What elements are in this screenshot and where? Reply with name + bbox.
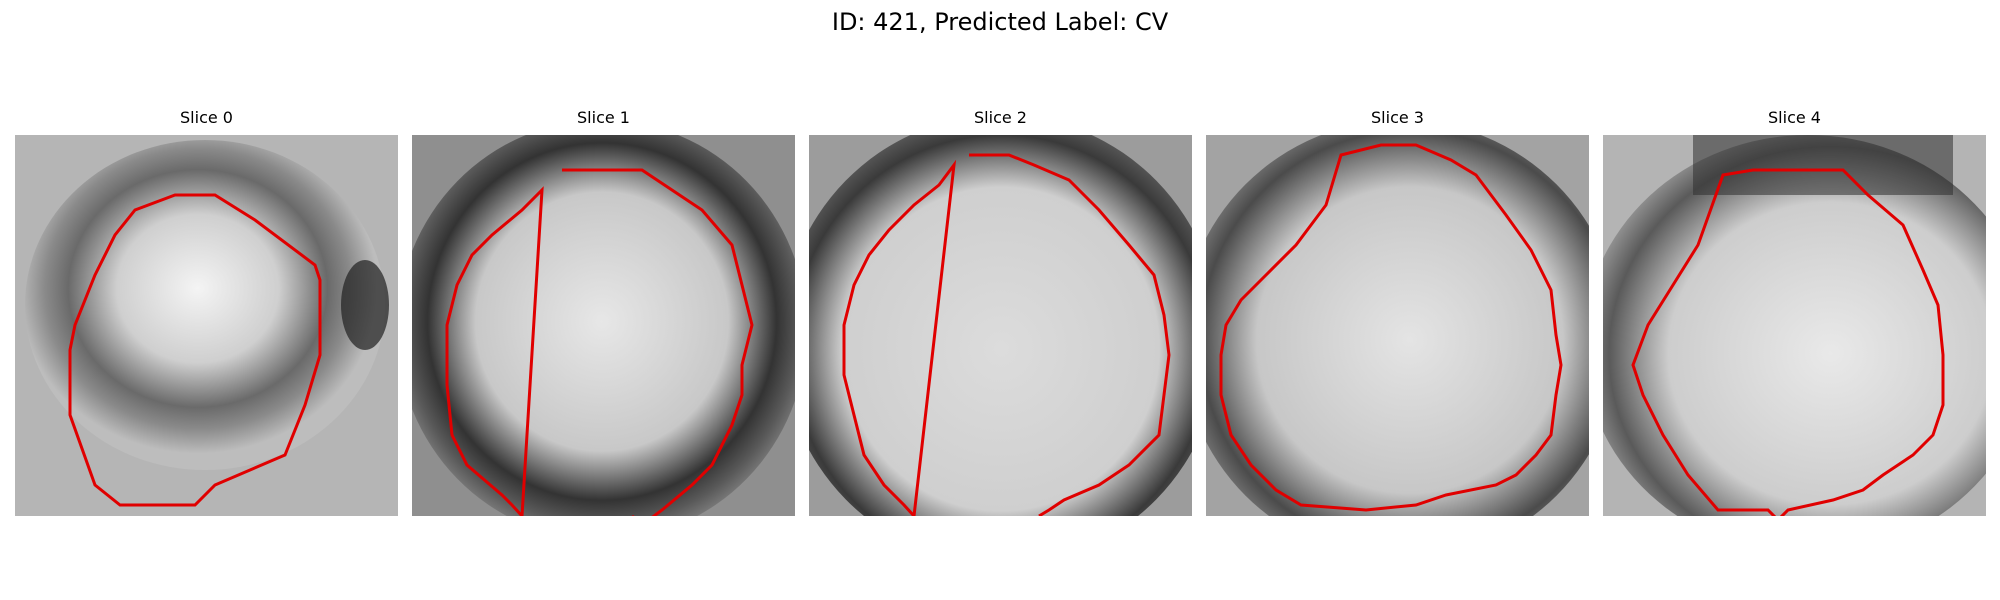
- figure-title: ID: 421, Predicted Label: CV: [0, 6, 2000, 38]
- slice-title: Slice 4: [1603, 106, 1986, 130]
- slice-panel-0: Slice 0: [15, 106, 398, 516]
- slice-panel-4: Slice 4: [1603, 106, 1986, 516]
- slice-image: [15, 135, 398, 516]
- slice-title: Slice 0: [15, 106, 398, 130]
- slice-image: [809, 135, 1192, 516]
- slice-image: [412, 135, 795, 516]
- slice-panel-1: Slice 1: [412, 106, 795, 516]
- slice-title: Slice 2: [809, 106, 1192, 130]
- slice-image: [1603, 135, 1986, 516]
- slice-panel-2: Slice 2: [809, 106, 1192, 516]
- slice-panel-3: Slice 3: [1206, 106, 1589, 516]
- slice-title: Slice 1: [412, 106, 795, 130]
- slice-title: Slice 3: [1206, 106, 1589, 130]
- slice-image: [1206, 135, 1589, 516]
